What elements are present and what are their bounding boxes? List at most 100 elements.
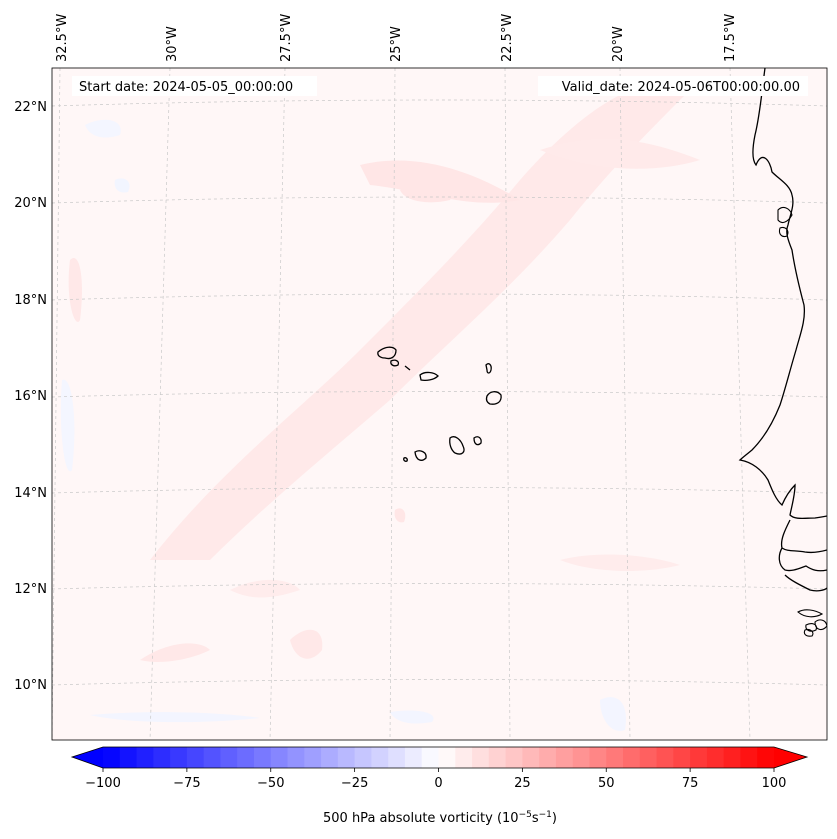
- colorbar-cell: [304, 747, 322, 768]
- colorbar-cell: [388, 747, 406, 768]
- negative-blob-3: [60, 379, 75, 472]
- negative-blob-2: [114, 178, 130, 193]
- bijagos-islands: [797, 609, 827, 637]
- lon-label-17-5w: 17.5°W: [723, 14, 738, 62]
- vorticity-blob-2: [540, 139, 700, 169]
- colorbar-cell: [354, 747, 372, 768]
- colorbar-tick-label: 75: [682, 776, 699, 791]
- negative-blob-5: [390, 710, 434, 724]
- colorbar-cell: [119, 747, 138, 768]
- vorticity-blob-7: [394, 508, 406, 523]
- africa-coastline: [738, 68, 827, 520]
- colorbar-label-exp2: −1: [539, 810, 552, 820]
- senegal-gambia-coast: [778, 519, 827, 572]
- colorbar-cell: [488, 747, 507, 768]
- valid-date-text: Valid_date: 2024-05-06T00:00:00.00: [562, 80, 800, 95]
- colorbar-cell: [220, 747, 238, 768]
- colorbar-cell: [706, 747, 725, 768]
- lon-label-20w: 20°W: [611, 26, 626, 62]
- colorbar-cell: [270, 747, 289, 768]
- colorbar-cell: [522, 747, 540, 768]
- vorticity-blob-1: [400, 182, 452, 203]
- colorbar-cell: [287, 747, 305, 768]
- colorbar-cell: [757, 747, 775, 768]
- colorbar-cell: [321, 747, 339, 768]
- colorbar-cell: [371, 747, 389, 768]
- colorbar: −100 −75 −50 −25 0 25 50 75 100 500 hPa absolute…: [70, 746, 809, 826]
- negative-blob-4: [90, 712, 260, 723]
- colorbar-extend-max: [774, 747, 807, 768]
- colorbar-cell: [438, 747, 456, 768]
- lat-label-20n: 20°N: [14, 196, 47, 211]
- colorbar-tick-label: 0: [434, 776, 442, 791]
- colorbar-ticks: −100 −75 −50 −25 0 25 50 75 100: [85, 768, 786, 791]
- lat-label-14n: 14°N: [14, 486, 47, 501]
- vorticity-band-upper: [360, 160, 520, 203]
- negative-blob-1: [85, 119, 121, 138]
- negative-blob-6: [600, 697, 626, 731]
- lon-label-27-5w: 27.5°W: [279, 14, 294, 62]
- colorbar-cell: [606, 747, 624, 768]
- colorbar-tick-label: −25: [341, 776, 368, 791]
- colorbar-cell: [639, 747, 658, 768]
- colorbar-tick-label: 100: [762, 776, 787, 791]
- start-date-text: Start date: 2024-05-05_00:00:00: [79, 80, 293, 95]
- colorbar-cell: [337, 747, 356, 768]
- colorbar-cell: [623, 747, 641, 768]
- colorbar-cell: [421, 747, 439, 768]
- lon-label-22-5w: 22.5°W: [500, 14, 515, 62]
- colorbar-cell: [103, 747, 121, 768]
- lat-label-10n: 10°N: [14, 678, 47, 693]
- colorbar-tick-label: 25: [514, 776, 531, 791]
- colorbar-cell: [136, 747, 154, 768]
- colorbar-cells: [103, 747, 775, 768]
- lat-label-22n: 22°N: [14, 100, 47, 115]
- colorbar-cell: [237, 747, 255, 768]
- vorticity-blob-3: [68, 258, 82, 322]
- lon-label-30w: 30°W: [165, 26, 180, 62]
- colorbar-tick-label: −50: [257, 776, 284, 791]
- colorbar-cell: [572, 747, 590, 768]
- vorticity-band-main: [150, 90, 690, 560]
- vorticity-blob-4: [140, 643, 210, 662]
- colorbar-cell: [589, 747, 607, 768]
- colorbar-cell: [690, 747, 708, 768]
- colorbar-cell: [203, 747, 221, 768]
- map-frame: [51, 67, 828, 741]
- colorbar-cell: [153, 747, 171, 768]
- cap-vert-peninsula: [777, 206, 793, 238]
- colorbar-cell: [673, 747, 691, 768]
- colorbar-label: 500 hPa absolute vorticity (10−5s−1): [323, 810, 557, 826]
- colorbar-cell: [472, 747, 490, 768]
- lon-label-32-5w: 32.5°W: [55, 14, 70, 62]
- latitude-labels: 22°N 20°N 18°N 16°N 14°N 12°N 10°N: [14, 100, 47, 693]
- guinea-bissau-coast: [784, 574, 827, 592]
- lon-label-25w: 25°W: [389, 26, 404, 62]
- colorbar-label-exp1: −5: [519, 810, 532, 820]
- colorbar-cell: [505, 747, 523, 768]
- colorbar-tick-label: −100: [85, 776, 121, 791]
- colorbar-cell: [404, 747, 423, 768]
- colorbar-cell: [740, 747, 758, 768]
- colorbar-label-end: ): [552, 811, 557, 826]
- valid-date-box: [538, 76, 808, 96]
- cape-verde-islands: [377, 346, 502, 462]
- lat-label-16n: 16°N: [14, 389, 47, 404]
- colorbar-label-mid: s: [532, 811, 539, 826]
- colorbar-cell: [186, 747, 205, 768]
- colorbar-cell: [555, 747, 574, 768]
- colorbar-cell: [455, 747, 473, 768]
- colorbar-cell: [253, 747, 272, 768]
- lat-label-18n: 18°N: [14, 293, 47, 308]
- vorticity-field: [52, 68, 827, 740]
- colorbar-cell: [170, 747, 188, 768]
- colorbar-tick-label: −75: [173, 776, 200, 791]
- vorticity-blob-5: [290, 629, 323, 659]
- colorbar-cell: [723, 747, 741, 768]
- lat-label-12n: 12°N: [14, 582, 47, 597]
- colorbar-cell: [539, 747, 557, 768]
- vorticity-blob-8: [560, 554, 680, 572]
- colorbar-extend-min: [72, 747, 103, 768]
- longitude-labels: 32.5°W 30°W 27.5°W 25°W 22.5°W 20°W 17.5…: [55, 14, 738, 62]
